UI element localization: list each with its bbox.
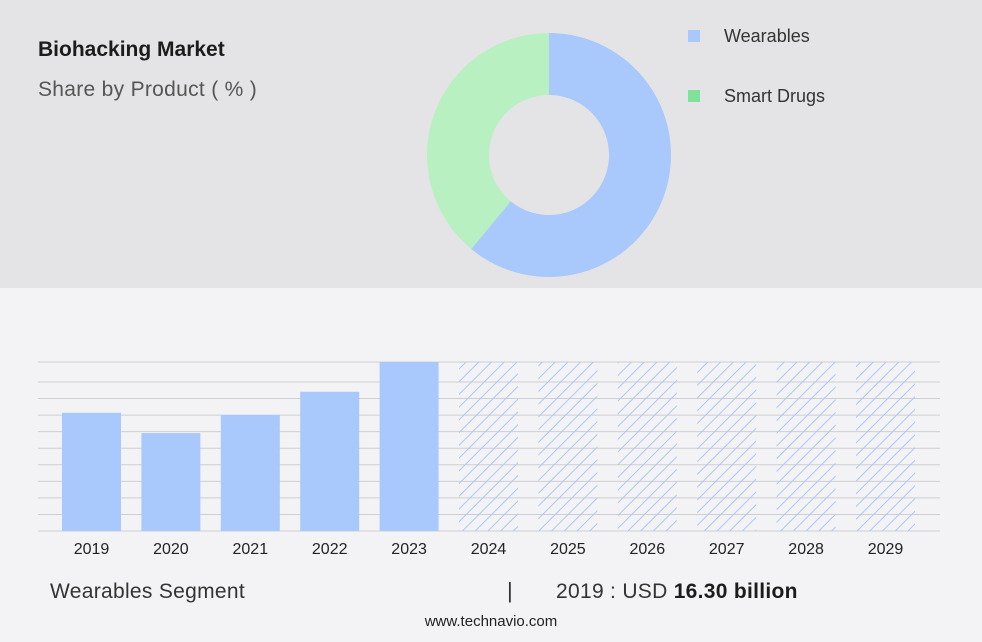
bar-2019	[62, 412, 121, 531]
bar-2020	[141, 433, 201, 531]
footer-value-prefix: 2019 : USD	[556, 580, 668, 603]
legend-swatch-wearables	[688, 30, 700, 42]
bar-2023	[379, 362, 439, 531]
chart-title: Biohacking Market	[38, 38, 225, 61]
donut-slice-wearables	[471, 33, 672, 277]
bar-2028	[776, 362, 836, 531]
x-tick-label-2025: 2025	[550, 541, 586, 558]
donut-chart	[427, 33, 672, 277]
legend-swatch-smart-drugs	[688, 90, 700, 102]
bar-2027	[697, 362, 757, 531]
x-tick-label-2029: 2029	[868, 541, 904, 558]
x-tick-label-2019: 2019	[74, 541, 110, 558]
bar-2024	[459, 362, 518, 531]
x-tick-label-2026: 2026	[630, 541, 666, 558]
x-tick-label-2022: 2022	[312, 541, 348, 558]
footer-value-amount: 16.30 billion	[673, 580, 798, 603]
bar-chart: 2019 2020 2021 2022 2023 2024 2025 2026 2027 2028…	[38, 361, 940, 558]
x-tick-label-2021: 2021	[233, 541, 269, 558]
chart-subtitle: Share by Product ( % )	[38, 78, 258, 101]
x-tick-label-2020: 2020	[153, 541, 189, 558]
footer-separator: |	[507, 578, 513, 603]
legend-label-smart-drugs: Smart Drugs	[724, 86, 826, 106]
bar-2026	[617, 362, 677, 531]
source-link[interactable]: www.technavio.com	[424, 613, 558, 630]
footer-value: 2019 : USD 16.30 billion	[556, 580, 798, 604]
bar-2022	[300, 391, 360, 531]
x-tick-label-2024: 2024	[471, 541, 507, 558]
footer-segment: Wearables Segment	[50, 580, 245, 603]
donut-slice-smart-drugs	[427, 33, 549, 250]
bar-2029	[856, 362, 915, 531]
x-tick-label-2028: 2028	[788, 541, 824, 558]
bar-2025	[538, 362, 598, 531]
x-tick-label-2023: 2023	[391, 541, 427, 558]
bar-2021	[220, 414, 280, 531]
legend-label-wearables: Wearables	[724, 26, 810, 46]
x-tick-label-2027: 2027	[709, 541, 745, 558]
